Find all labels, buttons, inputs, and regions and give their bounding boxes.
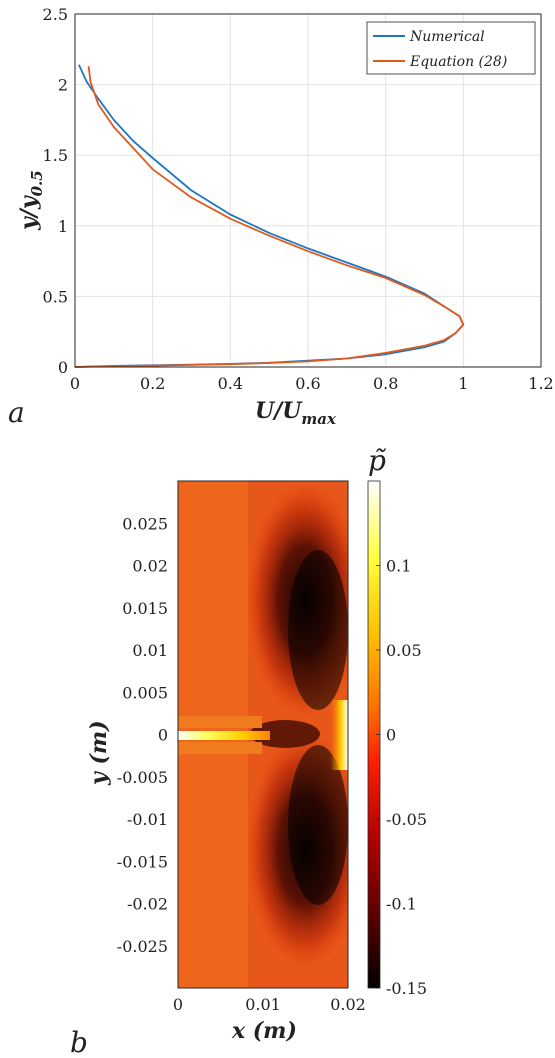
colorbar-title: p̃	[368, 444, 387, 477]
panel-b: p̃ 0 0.01 0.02 0.025 0.02 0.015 0.01 0.005 0 -0.…	[70, 444, 427, 1058]
colorbar-tick-label: -0.05	[386, 810, 427, 829]
plot-b-ytick-label: 0.01	[132, 641, 168, 660]
plot-b-xtick-label: 0	[173, 995, 183, 1014]
jet-core	[178, 731, 270, 740]
plot-a-xtick-label: 1	[458, 374, 468, 393]
colorbar-tick-label: 0	[386, 726, 396, 745]
impingement-wall-high-pressure	[330, 700, 348, 770]
pressure-map	[178, 481, 348, 988]
plot-b-ytick-label: -0.025	[117, 937, 168, 956]
colorbar-tick-label: 0.1	[386, 557, 411, 576]
plot-b-ytick-label: 0.025	[122, 514, 168, 533]
plot-a-xtick-label: 0.2	[140, 374, 165, 393]
plot-b-ytick-label: -0.015	[117, 852, 168, 871]
plot-a-yticks: 0 0.5 1 1.5 2 2.5	[43, 5, 68, 377]
colorbar-tick-label: -0.1	[386, 895, 417, 914]
plot-a-xticks: 0 0.2 0.4 0.6 0.8 1 1.2	[70, 374, 554, 393]
pressure-map-frame	[177, 480, 349, 989]
plot-a-ytick-label: 1.5	[43, 146, 68, 165]
plot-b-xtick-label: 0.01	[245, 995, 281, 1014]
plot-b-ylabel: y (m)	[86, 720, 112, 786]
plot-a-xtick-label: 0.4	[218, 374, 243, 393]
plot-b-xticks: 0 0.01 0.02	[173, 995, 366, 1014]
legend-label-equation: Equation (28)	[409, 54, 507, 70]
plot-b-xtick-label: 0.02	[330, 995, 366, 1014]
plot-a-series	[74, 64, 465, 368]
plot-a-ytick-label: 2.5	[43, 5, 68, 24]
legend-label-numerical: Numerical	[409, 29, 485, 45]
colorbar-tick-label: 0.05	[386, 641, 422, 660]
plot-b-ytick-label: 0.015	[122, 599, 168, 618]
plot-a-xlabel: U/Umax	[255, 398, 337, 428]
legend: Numerical Equation (28)	[366, 21, 536, 75]
plot-a-ytick-label: 0	[58, 358, 68, 377]
nozzle-wall-lower	[178, 742, 262, 754]
plot-b-ytick-label: -0.02	[127, 895, 168, 914]
plot-a-ylabel: y/y0.5	[16, 170, 46, 231]
plot-a-xtick-label: 0.6	[295, 374, 320, 393]
plot-b-ytick-label: 0	[158, 726, 168, 745]
legend-box	[366, 21, 536, 75]
plot-b-ytick-label: 0.005	[122, 683, 168, 702]
panel-a: 0 0.2 0.4 0.6 0.8 1 1.2 0 0.5 1 1.5 2 2.5 Numerical…	[8, 5, 554, 429]
nozzle-wall-upper	[178, 716, 262, 728]
plot-b-yticks: 0.025 0.02 0.015 0.01 0.005 0 -0.005 -0.01 -0.01…	[117, 514, 168, 956]
plot-a-ytick-label: 0.5	[43, 287, 68, 306]
colorbar-ticks: 0.1 0.05 0 -0.05 -0.1 -0.15	[376, 557, 427, 998]
plot-a-xtick-label: 1.2	[528, 374, 553, 393]
plot-b-ytick-label: -0.01	[127, 810, 168, 829]
plot-b-ytick-label: -0.005	[117, 768, 168, 787]
panel-a-label: a	[8, 396, 25, 429]
plot-a-ytick-label: 2	[58, 76, 68, 95]
panel-b-label: b	[70, 1026, 88, 1058]
plot-a-frame	[74, 13, 542, 368]
plot-a-xtick-label: 0	[70, 374, 80, 393]
plot-b-ytick-label: 0.02	[132, 557, 168, 576]
colorbar-tick-label: -0.15	[386, 979, 427, 998]
series-equation-line	[74, 66, 465, 368]
plot-a-xtick-label: 0.8	[373, 374, 398, 393]
plot-a-ytick-label: 1	[58, 217, 68, 236]
plot-b-xlabel: x (m)	[231, 1018, 297, 1044]
